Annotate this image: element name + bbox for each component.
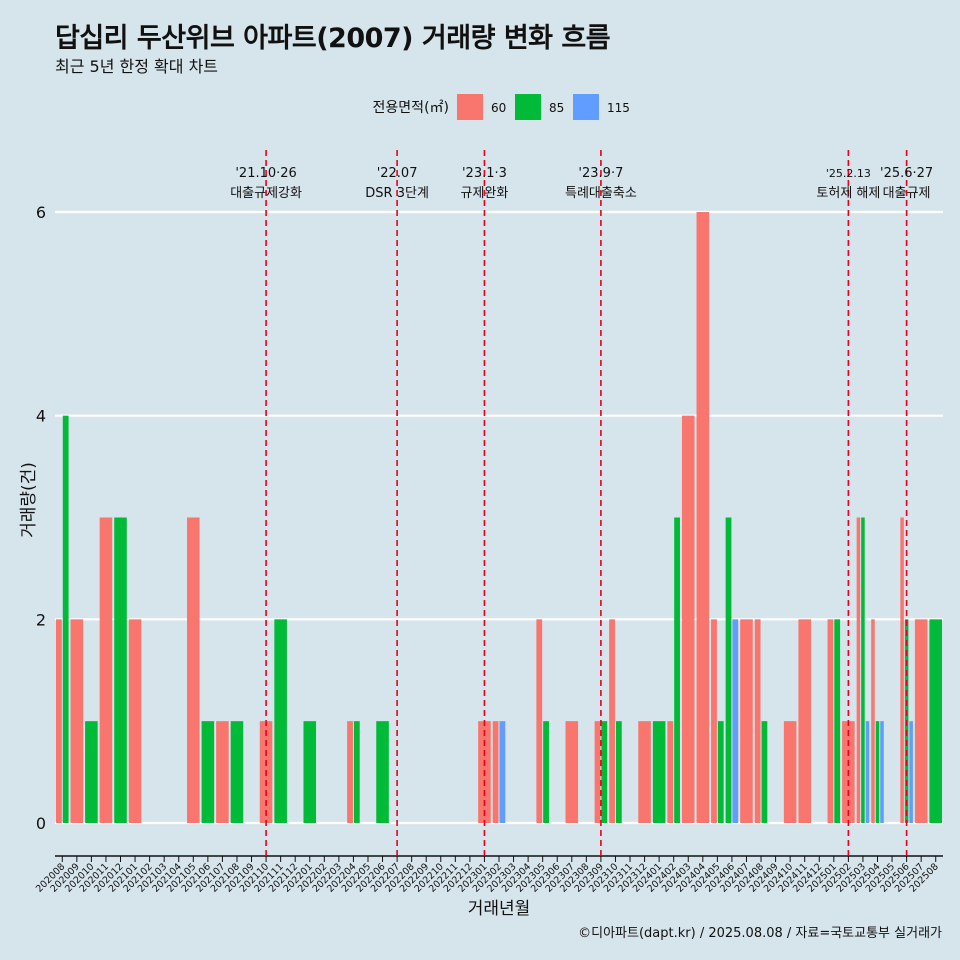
bar-60-202501 — [827, 619, 834, 823]
bar-60-202507 — [914, 619, 928, 823]
y-axis-title: 거래량(건) — [19, 462, 39, 538]
annotation-date: '21.10·26 — [235, 166, 296, 181]
bar-60-202503 — [856, 517, 861, 823]
bar-85-202402 — [674, 517, 680, 823]
annotation-label: 토허제 해제 — [816, 186, 880, 201]
annotation-label: 대출규제 — [883, 186, 931, 201]
bar-85-202111 — [274, 619, 287, 823]
bar-60-202504 — [871, 619, 875, 823]
bar-60-202407 — [740, 619, 753, 823]
annotation-date: '23.9·7 — [578, 166, 623, 181]
annotation-label: DSR 3단계 — [365, 186, 429, 201]
bar-60-202408 — [754, 619, 761, 823]
annotation-label: 대출규제강화 — [230, 186, 302, 201]
bar-85-202012 — [114, 517, 127, 823]
y-tick-label: 6 — [36, 203, 46, 222]
bar-60-202101 — [128, 619, 142, 823]
bar-60-202310 — [609, 619, 615, 823]
bar-85-202408 — [761, 721, 768, 823]
bar-60-202204 — [347, 721, 353, 823]
bar-85-202108 — [230, 721, 244, 823]
bar-85-202508 — [929, 619, 942, 823]
annotation-date: '25.2.13 — [826, 167, 871, 180]
bar-60-202302 — [492, 721, 499, 823]
bar-115-202406 — [732, 619, 739, 823]
bar-85-202106 — [201, 721, 215, 823]
legend-key-85 — [515, 94, 541, 120]
annotation-date: '22.07 — [377, 166, 418, 181]
bar-85-202503 — [861, 517, 865, 823]
bar-85-202405 — [717, 721, 724, 823]
bar-85-202504 — [875, 721, 880, 823]
bar-115-202506 — [909, 721, 913, 823]
bar-60-202411 — [798, 619, 811, 823]
bar-85-202206 — [376, 721, 389, 823]
bar-60-202008 — [56, 619, 62, 823]
legend-key-115 — [573, 94, 599, 120]
bar-60-202404 — [696, 212, 710, 823]
bar-60-202410 — [783, 721, 797, 823]
bar-60-202011 — [99, 517, 113, 823]
legend-key-60 — [457, 94, 483, 120]
bar-85-202401 — [652, 721, 666, 823]
bar-85-202305 — [543, 721, 549, 823]
bar-60-202307 — [565, 721, 579, 823]
y-tick-label: 2 — [36, 610, 46, 629]
legend-label-115: 115 — [607, 101, 630, 115]
bar-60-202309 — [594, 721, 601, 823]
bar-60-202312 — [638, 721, 651, 823]
bar-85-202310 — [615, 721, 622, 823]
bar-115-202503 — [865, 721, 870, 823]
chart-title: 답십리 두산위브 아파트(2007) 거래량 변화 흐름 — [55, 23, 611, 54]
bar-85-202201 — [303, 721, 317, 823]
legend-label-60: 60 — [491, 101, 506, 115]
y-tick-label: 0 — [36, 814, 46, 833]
bar-115-202504 — [880, 721, 884, 823]
bar-85-202309 — [601, 721, 608, 823]
bar-60-202009 — [70, 619, 84, 823]
bar-60-202402 — [667, 721, 674, 823]
annotation-label: 규제완화 — [461, 186, 509, 201]
bar-60-202105 — [187, 517, 200, 823]
chart-subtitle: 최근 5년 한정 확대 차트 — [55, 57, 219, 76]
bar-85-202010 — [85, 721, 98, 823]
source-footer: ©디아파트(dapt.kr) / 2025.08.08 / 자료=국토교통부 실… — [578, 926, 942, 941]
y-tick-label: 4 — [36, 407, 46, 426]
bar-115-202302 — [499, 721, 506, 823]
bar-60-202305 — [536, 619, 543, 823]
annotation-date: '23.1·3 — [462, 166, 507, 181]
bar-60-202107 — [216, 721, 229, 823]
bar-60-202405 — [711, 619, 717, 823]
annotation-date: '25.6·27 — [880, 166, 933, 181]
legend-label-85: 85 — [549, 101, 564, 115]
legend-title: 전용면적(㎡) — [373, 100, 449, 116]
bar-85-202406 — [725, 517, 732, 823]
bar-85-202008 — [62, 415, 69, 823]
bar-85-202501 — [834, 619, 841, 823]
bar-60-202403 — [681, 415, 695, 823]
bar-85-202204 — [353, 721, 360, 823]
x-axis-title: 거래년월 — [468, 899, 531, 919]
bar-60-202506 — [900, 517, 904, 823]
annotation-label: 특례대출축소 — [565, 186, 637, 201]
